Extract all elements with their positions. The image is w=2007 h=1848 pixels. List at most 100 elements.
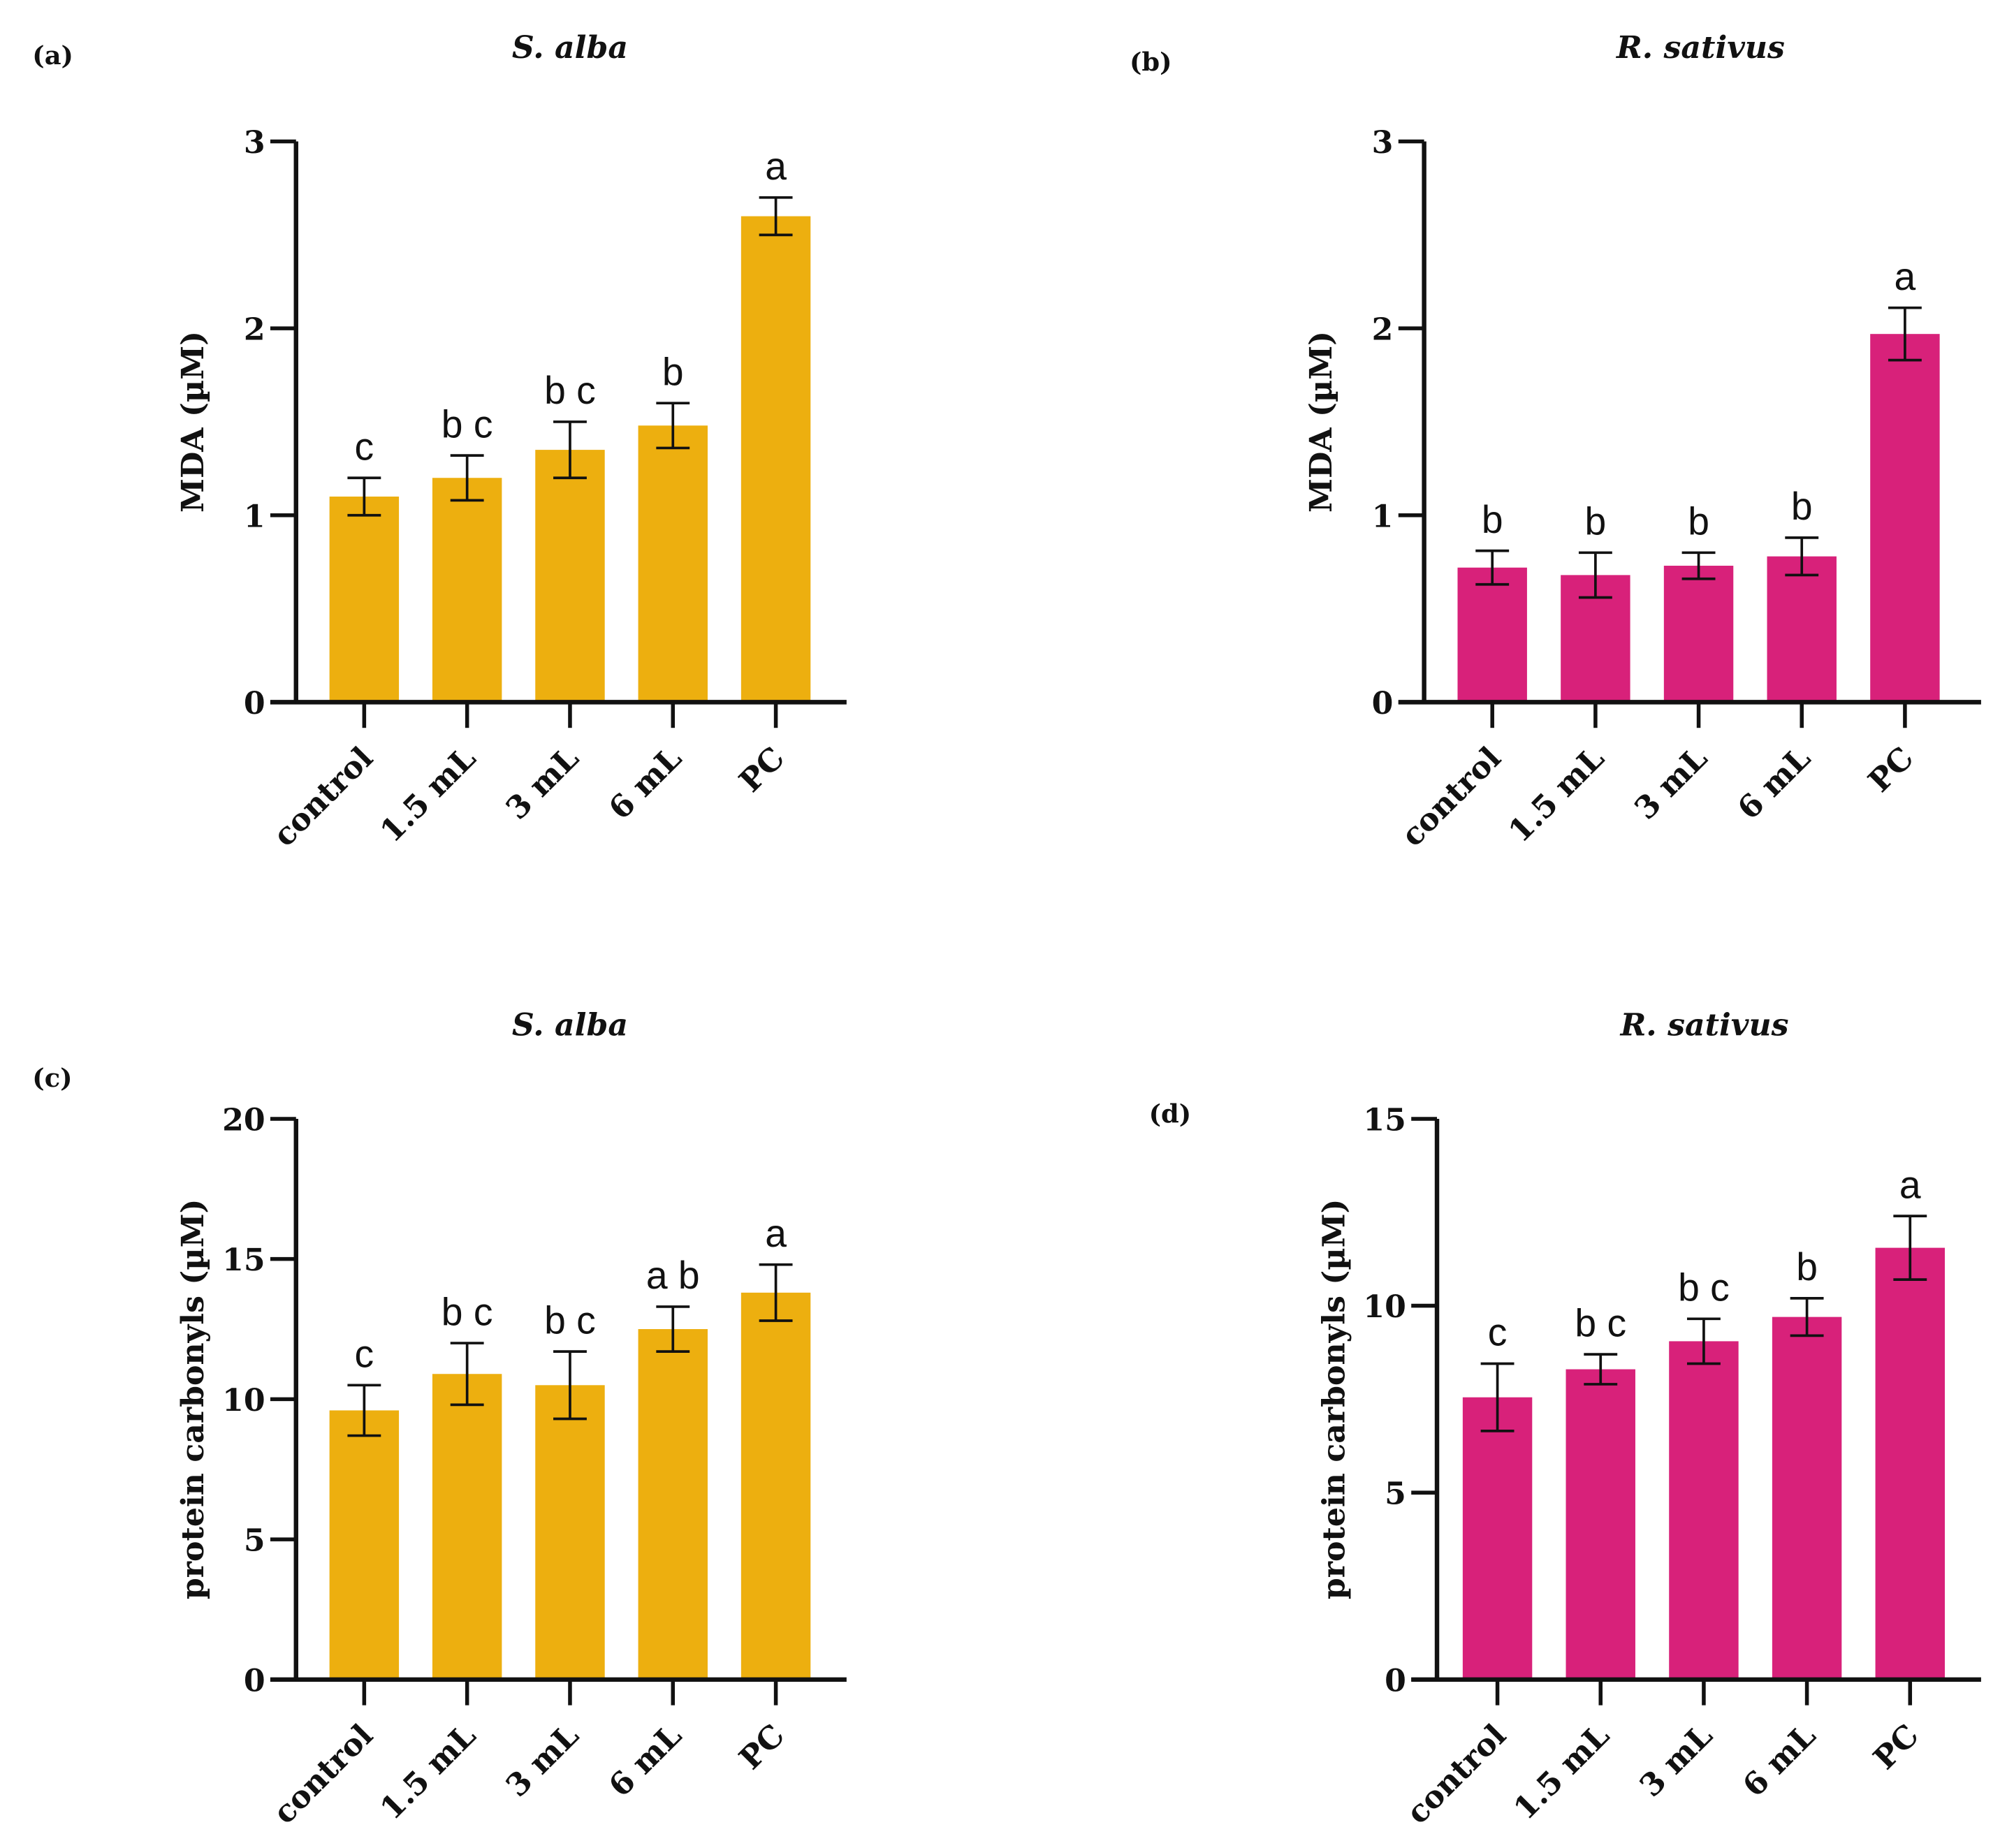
error-bar	[1681, 551, 1716, 580]
y-tick-label: 5	[1385, 1476, 1406, 1512]
x-tick-label: control	[267, 740, 380, 853]
y-tick-label: 2	[1372, 312, 1394, 348]
significance-letter: a b	[646, 1254, 700, 1297]
error-bar	[1480, 1362, 1515, 1432]
significance-letter: a	[1895, 255, 1916, 298]
bar-control	[329, 497, 400, 703]
y-tick-label: 3	[1372, 125, 1394, 161]
significance-letter: c	[355, 425, 374, 468]
y-tick-label: 5	[244, 1523, 265, 1559]
y-tick-label: 0	[244, 686, 265, 721]
bar-control	[329, 1410, 400, 1680]
error-bar	[450, 454, 484, 502]
x-tick-label: 6 mL	[602, 1717, 689, 1804]
significance-letter: b	[1688, 500, 1709, 543]
bar-6mL	[1772, 1317, 1842, 1680]
panel-label: (a)	[32, 40, 73, 71]
x-tick-label: control	[1394, 740, 1508, 853]
significance-letter: b c	[544, 369, 596, 412]
bar-control	[1462, 1397, 1533, 1680]
bar-3mL	[1669, 1341, 1739, 1680]
x-tick-label: PC	[1867, 1717, 1925, 1776]
error-bar	[450, 1342, 484, 1407]
significance-letter: a	[765, 1212, 787, 1255]
bar-control	[1457, 567, 1527, 703]
error-bar	[1888, 306, 1922, 362]
bar-15mL	[432, 478, 502, 703]
chart-panel-c: (c) S. alba protein carbonyls (µM) c control…	[32, 1007, 847, 1831]
x-tick-label: PC	[733, 1717, 791, 1776]
error-bar	[553, 1350, 587, 1421]
error-bar	[1785, 536, 1819, 577]
error-bar	[1475, 549, 1510, 586]
chart-panel-b: (b) R. sativus MDA (µM) b control b 1.5 mL b 3 m…	[1130, 30, 1981, 853]
bar-PC	[1870, 334, 1940, 703]
y-axis-label: MDA (µM)	[1304, 331, 1339, 513]
chart-panel-d: (d) R. sativus protein carbonyls (µM) c cont…	[1149, 1007, 1981, 1831]
error-bar	[1790, 1297, 1824, 1337]
bar-PC	[1875, 1247, 1945, 1680]
panel-label: (c)	[32, 1062, 72, 1093]
significance-letter: a	[765, 145, 787, 188]
significance-letter: b	[1791, 485, 1813, 528]
error-bar	[1686, 1317, 1721, 1365]
bar-3mL	[535, 1385, 605, 1680]
y-axis-label: MDA (µM)	[175, 331, 211, 513]
bar-6mL	[1767, 556, 1837, 703]
y-tick-label: 0	[244, 1663, 265, 1699]
significance-letter: c	[1488, 1311, 1508, 1354]
error-bar	[759, 196, 793, 237]
x-tick-label: 1.5 mL	[374, 1717, 483, 1826]
x-tick-label: 1.5 mL	[1507, 1717, 1616, 1826]
y-tick-label: 1	[244, 499, 265, 534]
bar-15mL	[1566, 1369, 1635, 1680]
error-bar	[347, 476, 381, 517]
y-tick-label: 10	[1363, 1289, 1406, 1325]
bar-PC	[740, 216, 811, 703]
chart-title: R. sativus	[1615, 30, 1785, 66]
chart-title: S. alba	[512, 1007, 628, 1043]
chart-panel-a: (a) S. alba MDA (µM) c control b c 1.5 mL b c 3 …	[32, 30, 847, 853]
error-bar	[759, 1263, 793, 1322]
x-tick-label: 6 mL	[1736, 1717, 1823, 1804]
significance-letter: b	[662, 350, 684, 393]
x-tick-label: 6 mL	[1731, 740, 1818, 827]
significance-letter: b c	[1575, 1301, 1626, 1344]
y-tick-label: 10	[222, 1383, 265, 1418]
x-tick-label: control	[1400, 1717, 1513, 1831]
bar-15mL	[432, 1374, 502, 1680]
significance-letter: b	[1796, 1245, 1818, 1289]
y-tick-label: 0	[1372, 686, 1394, 721]
error-bar	[1584, 1353, 1618, 1386]
bar-3mL	[1663, 566, 1734, 703]
significance-letter: a	[1899, 1163, 1921, 1206]
chart-title: S. alba	[512, 30, 628, 66]
y-tick-label: 15	[1363, 1103, 1406, 1138]
significance-letter: b	[1585, 500, 1607, 543]
bar-6mL	[638, 1329, 708, 1680]
x-tick-label: PC	[733, 740, 791, 799]
y-tick-label: 15	[222, 1242, 265, 1278]
error-bar	[347, 1384, 381, 1437]
significance-letter: c	[355, 1333, 374, 1376]
chart-title: R. sativus	[1619, 1007, 1789, 1043]
y-axis-label: protein carbonyls (µM)	[1316, 1199, 1352, 1600]
x-tick-label: 1.5 mL	[374, 740, 483, 849]
y-tick-label: 2	[244, 312, 265, 348]
x-tick-label: 3 mL	[499, 1717, 586, 1804]
significance-letter: b	[1482, 498, 1503, 541]
significance-letter: b c	[1678, 1266, 1730, 1310]
significance-letter: b c	[544, 1298, 596, 1342]
y-tick-label: 1	[1372, 499, 1394, 534]
y-axis-label: protein carbonyls (µM)	[175, 1199, 211, 1600]
error-bar	[1893, 1215, 1927, 1281]
panel-label: (b)	[1130, 46, 1172, 77]
x-tick-label: 6 mL	[602, 740, 689, 827]
x-tick-label: control	[267, 1717, 380, 1831]
significance-letter: b c	[441, 402, 493, 446]
bar-6mL	[638, 425, 708, 703]
error-bar	[553, 420, 587, 480]
significance-letter: b c	[441, 1290, 493, 1333]
bar-3mL	[535, 450, 605, 703]
